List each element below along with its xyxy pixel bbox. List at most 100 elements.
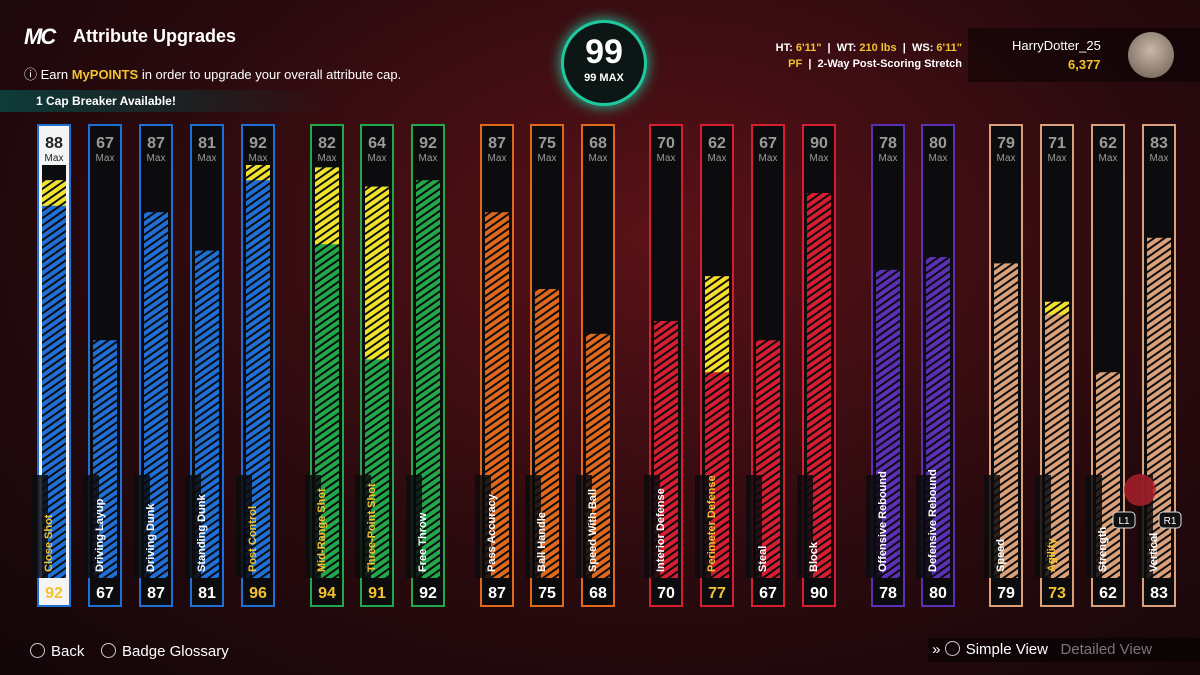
upgrade-fill [315,167,339,245]
max-label: Max [810,153,829,164]
max-label: Max [929,153,948,164]
badge-glossary[interactable]: Badge Glossary [122,643,229,660]
label-tab [525,475,541,578]
value-box [1094,578,1122,604]
label-tab [236,475,252,578]
current-value: 73 [1048,585,1066,602]
info-highlight: MyPOINTS [71,67,139,82]
max-value: 62 [708,135,726,152]
upgrade-fill [42,180,66,206]
value-box [584,578,612,604]
value-box [805,578,833,604]
label-tab [1086,475,1102,578]
max-label: Max [1150,153,1169,164]
current-value: 96 [249,585,267,602]
attribute-name: Interior Defense [655,488,667,572]
bumper [1112,511,1136,529]
max-label: Max [1099,153,1118,164]
player-info: HT: 6'11" | WT: 210 lbs | WS: 6'11" PF |… [775,42,962,70]
detailed-view[interactable]: Detailed View [1060,641,1152,658]
attribute-name: Strength [1097,527,1109,573]
max-label: Max [708,153,727,164]
label-tab [916,475,932,578]
current-value: 67 [759,585,777,602]
max-value: 80 [929,135,947,152]
value-box [874,578,902,604]
label-tab [185,475,201,578]
label-tab [695,475,711,578]
ht-label: HT: [775,42,793,54]
wt-label: WT: [836,42,857,54]
upgrade-fill [365,186,389,360]
value-box [1043,578,1071,604]
attribute-name: Driving Dunk [145,503,157,572]
max-value: 82 [318,135,336,152]
label-tab [797,475,813,578]
max-value: 67 [759,135,777,152]
max-label: Max [589,153,608,164]
max-value: 83 [1150,135,1168,152]
simple-view[interactable]: Simple View [965,641,1048,658]
attribute-name: Standing Dunk [196,494,208,572]
max-label: Max [759,153,778,164]
value-box [483,578,511,604]
max-label: Max [657,153,676,164]
attribute-name: Defensive Rebound [927,469,939,572]
back[interactable]: Back [51,643,85,660]
bumper-label: L1 [1118,516,1130,527]
current-value: 87 [147,585,165,602]
overall-label: 99 MAX [584,72,624,84]
attribute-name: Three-Point Shot [366,483,378,572]
max-value: 71 [1048,135,1066,152]
footer-left: Back Badge Glossary [30,643,229,660]
attribute-name: Close Shot [43,514,55,572]
max-value: 68 [589,135,607,152]
current-value: 78 [879,585,897,602]
current-value: 79 [997,585,1015,602]
value-box [91,578,119,604]
build: 2-Way Post-Scoring Stretch [817,58,962,70]
label-tab [746,475,762,578]
current-value: 94 [318,585,336,602]
value-box [313,578,341,604]
max-label: Max [368,153,387,164]
current-value: 67 [96,585,114,602]
max-label: Max [538,153,557,164]
max-label: Max [147,153,166,164]
max-value: 64 [368,135,386,152]
attribute-name: Free Throw [417,512,429,572]
ht: 6'11" [795,42,822,54]
value-box [754,578,782,604]
attribute-name: Steal [757,546,769,572]
attribute-name: Pass Accuracy [486,493,498,572]
cap-breaker: 1 Cap Breaker Available! [0,90,330,112]
value-box [363,578,391,604]
bumper [1158,511,1182,529]
upgrade-fill [705,276,729,373]
current-value: 70 [657,585,675,602]
max-value: 81 [198,135,216,152]
max-label: Max [488,153,507,164]
value-box [40,578,68,604]
max-label: Max [318,153,337,164]
max-label: Max [879,153,898,164]
bumper-label: R1 [1164,516,1177,527]
ws: 6'11" [936,42,962,54]
info-suffix: in order to upgrade your overall attribu… [141,67,402,82]
value-box [533,578,561,604]
attribute-name: Ball Handle [536,512,548,572]
max-label: Max [997,153,1016,164]
label-tab [475,475,491,578]
vc-balance: 6,377 [1068,57,1101,72]
value-box [414,578,442,604]
current-value: 91 [368,585,386,602]
label-tab [83,475,99,578]
info-prefix: Earn [40,67,69,82]
max-value: 62 [1099,135,1117,152]
info: ⓘ Earn MyPOINTS in order to upgrade your… [24,67,402,82]
current-value: 80 [929,585,947,602]
max-value: 78 [879,135,897,152]
label-tab [355,475,371,578]
